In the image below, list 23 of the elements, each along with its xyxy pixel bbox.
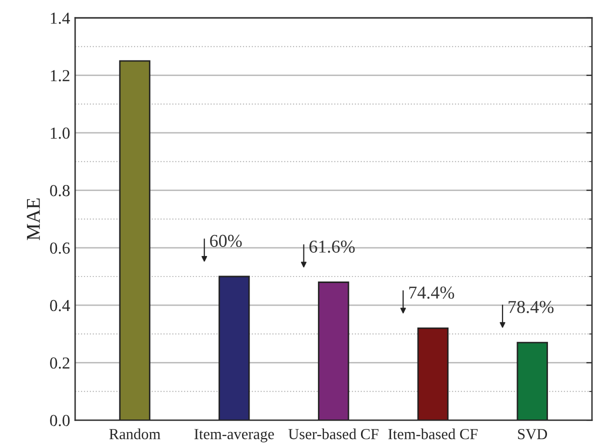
- bar: [119, 60, 150, 420]
- bar: [516, 342, 548, 420]
- annotation: 74.4%: [409, 286, 454, 299]
- y-tick-label: 0.0: [50, 414, 70, 426]
- bar: [218, 276, 250, 420]
- x-tick-label: Random: [109, 428, 160, 440]
- bar: [417, 328, 449, 420]
- y-tick-label: 0.6: [50, 242, 70, 254]
- y-tick-label: 0.4: [50, 300, 70, 312]
- y-tick-label: 0.2: [50, 357, 70, 369]
- annotation: 78.4%: [508, 300, 554, 314]
- x-tick-label: User-based CF: [288, 428, 378, 440]
- x-tick-label: Item-average: [194, 429, 274, 442]
- x-tick-label: Item-based CF: [388, 428, 478, 440]
- y-tick-label: 0.8: [50, 184, 70, 196]
- x-tick-label: SVD: [518, 429, 548, 440]
- y-tick-label: 1.2: [50, 70, 70, 82]
- annotation: 61.6%: [309, 240, 355, 253]
- y-tick-label: 1.0: [50, 128, 70, 139]
- y-tick-label: 1.4: [50, 12, 70, 24]
- y-axis-title: MAE: [26, 198, 40, 240]
- bar: [318, 282, 350, 420]
- annotation: 60%: [210, 234, 242, 248]
